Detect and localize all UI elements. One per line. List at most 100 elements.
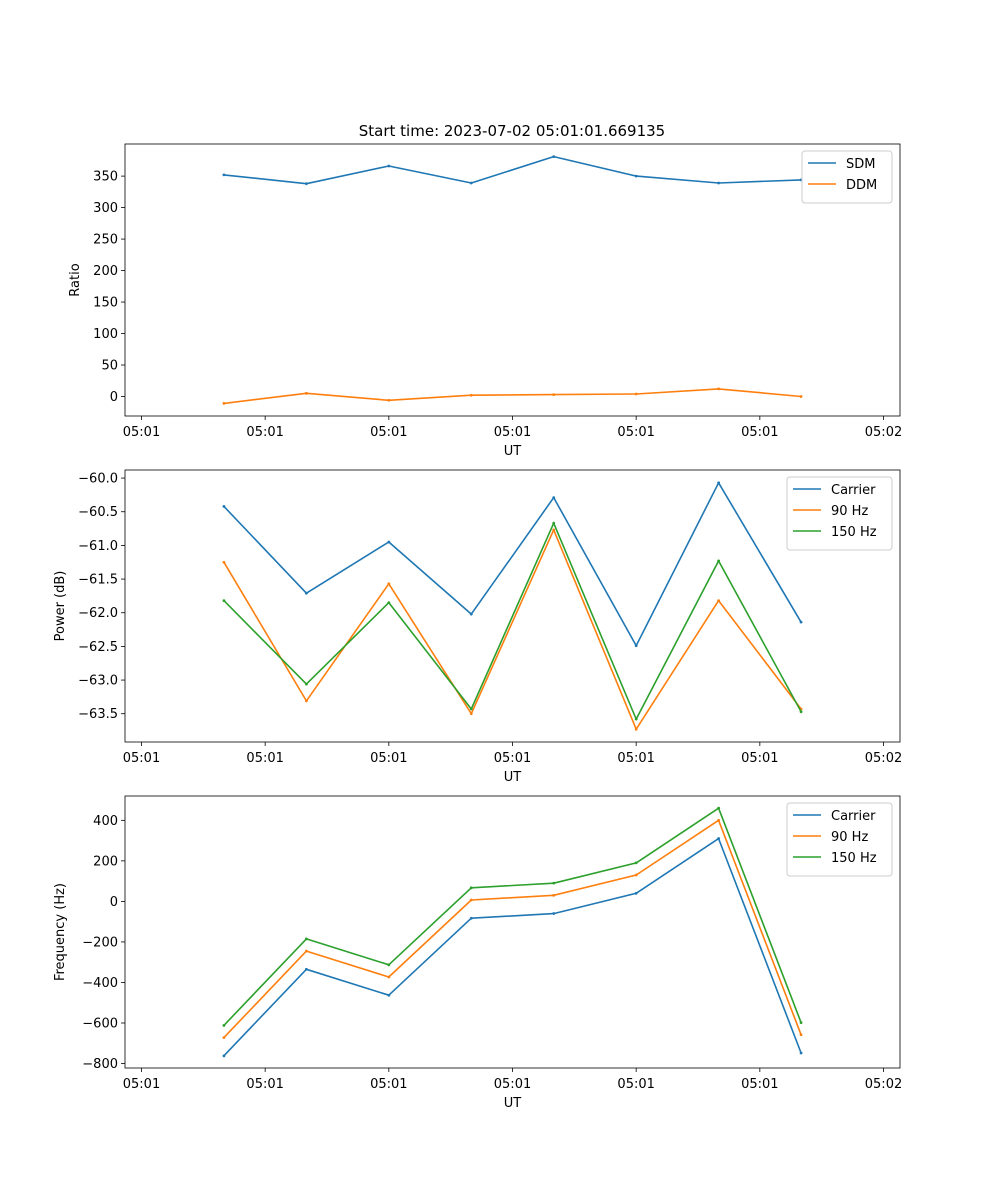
series-line-2 — [223, 388, 802, 405]
chart-2: 05:01 05:01 05:01 05:01 05:01 05:01 05:02 −63.5… — [53, 469, 902, 785]
y-tick-label: 150 — [93, 296, 118, 311]
data-point — [552, 393, 556, 396]
y-tick-label: −62.0 — [78, 606, 118, 621]
data-point — [717, 806, 721, 810]
data-point — [469, 898, 473, 902]
data-point — [469, 707, 473, 711]
data-point — [469, 612, 473, 616]
figure-title: Start time: 2023-07-02 05:01:01.669135 — [359, 122, 665, 140]
series-line-1 — [223, 155, 802, 185]
chart-1: 05:01 05:01 05:01 05:01 05:01 05:01 05:02 0 50 10… — [68, 143, 902, 459]
data-point — [222, 599, 226, 603]
legend-label: SDM — [846, 157, 875, 172]
data-point — [222, 1024, 226, 1027]
data-point — [304, 391, 308, 395]
data-point — [469, 712, 473, 716]
data-point — [304, 949, 308, 953]
data-point — [717, 181, 721, 185]
x-tick-label: 05:01 — [246, 1077, 283, 1092]
data-point — [304, 182, 308, 186]
x-tick-label: 05:01 — [494, 425, 531, 440]
data-point — [799, 1051, 803, 1055]
series-line-3 — [223, 807, 802, 1026]
data-point — [634, 861, 638, 865]
data-point — [304, 937, 308, 941]
data-point — [717, 818, 721, 822]
y-axis-label: Ratio — [68, 263, 83, 296]
x-tick-label: 05:01 — [246, 425, 283, 440]
legend-label: 90 Hz — [831, 504, 868, 519]
data-point — [222, 173, 226, 177]
data-point — [552, 155, 556, 158]
y-axis-label: Frequency (Hz) — [53, 883, 68, 981]
data-point — [552, 912, 556, 915]
data-point — [634, 644, 638, 648]
x-tick-label: 05:01 — [246, 751, 283, 766]
x-tick-label: 05:01 — [370, 1077, 407, 1092]
data-point — [387, 582, 391, 586]
data-point — [799, 620, 803, 624]
data-point — [799, 1033, 803, 1037]
y-tick-label: 200 — [93, 854, 118, 869]
legend-label: Carrier — [831, 809, 876, 824]
x-tick-label: 05:01 — [617, 1077, 654, 1092]
data-point — [717, 599, 721, 603]
x-tick-label: 05:02 — [865, 1077, 902, 1092]
data-point — [304, 682, 308, 686]
data-point — [634, 392, 638, 396]
x-tick-label: 05:01 — [741, 751, 778, 766]
y-tick-label: −61.5 — [78, 573, 118, 588]
x-tick-label: 05:01 — [741, 1077, 778, 1092]
data-point — [387, 398, 391, 402]
legend-label: 90 Hz — [831, 830, 868, 845]
x-axis-label: UT — [504, 1096, 522, 1111]
data-point — [304, 699, 308, 703]
x-axis-label: UT — [504, 444, 522, 459]
series-line-1 — [223, 837, 802, 1057]
data-point — [634, 174, 638, 178]
data-point — [222, 402, 226, 405]
data-point — [387, 540, 391, 544]
data-point — [469, 393, 473, 397]
data-point — [469, 916, 473, 920]
series-line-2 — [223, 819, 802, 1039]
data-point — [387, 963, 391, 967]
data-point — [222, 1054, 226, 1058]
x-tick-label: 05:01 — [370, 425, 407, 440]
series-line-2 — [223, 529, 802, 731]
legend-label: 150 Hz — [831, 525, 877, 540]
data-point — [222, 560, 226, 564]
legend-label: 150 Hz — [831, 851, 877, 866]
data-point — [552, 521, 556, 525]
y-tick-label: −200 — [82, 935, 118, 950]
legend-label: Carrier — [831, 483, 876, 498]
y-tick-label: −63.5 — [78, 707, 118, 722]
data-point — [634, 873, 638, 877]
data-point — [717, 481, 721, 485]
y-tick-label: 0 — [110, 390, 118, 405]
y-tick-label: 50 — [101, 359, 118, 374]
data-point — [387, 601, 391, 605]
data-point — [634, 891, 638, 895]
x-tick-label: 05:02 — [865, 751, 902, 766]
data-point — [552, 881, 556, 885]
series-line-3 — [223, 522, 802, 720]
x-tick-label: 05:01 — [617, 425, 654, 440]
y-tick-label: 300 — [93, 201, 118, 216]
y-tick-label: −63.0 — [78, 674, 118, 689]
data-point — [799, 1021, 803, 1024]
x-tick-label: 05:02 — [865, 425, 902, 440]
data-point — [387, 164, 391, 168]
data-point — [717, 387, 721, 391]
data-point — [552, 528, 556, 532]
legend-label: DDM — [846, 178, 877, 193]
y-tick-label: −60.0 — [78, 472, 118, 487]
y-tick-label: −600 — [82, 1017, 118, 1032]
y-tick-label: 0 — [110, 895, 118, 910]
data-point — [634, 717, 638, 721]
y-tick-label: −62.5 — [78, 640, 118, 655]
y-tick-label: −800 — [82, 1057, 118, 1072]
data-point — [717, 837, 721, 840]
x-tick-label: 05:01 — [494, 751, 531, 766]
x-tick-label: 05:01 — [617, 751, 654, 766]
